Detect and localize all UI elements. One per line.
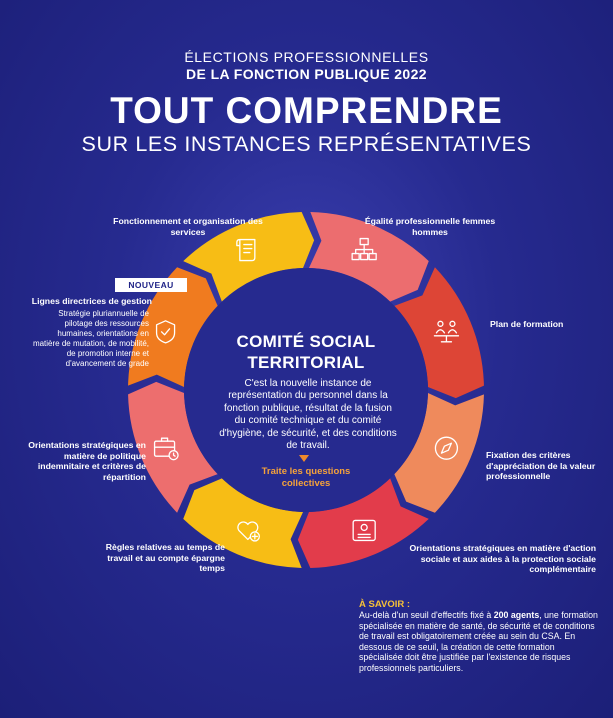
compass-icon: [434, 436, 459, 460]
a-savoir-highlight: 200 agents: [493, 610, 540, 620]
heart-plus-icon: [237, 521, 260, 542]
page-subtitle: SUR LES INSTANCES REPRÉSENTATIVES: [81, 132, 532, 156]
org-chart-icon: [351, 237, 377, 261]
a-savoir-title: À SAVOIR :: [359, 599, 411, 610]
ring-segment-2: [394, 267, 484, 399]
label-fonctionnement: Fonctionnement et organisation des servi…: [113, 216, 263, 237]
equality-scale-icon: [433, 320, 460, 343]
ring-segment-8: [183, 212, 315, 302]
down-arrow-icon: [299, 455, 309, 462]
a-savoir-text: Au-delà d'un seuil d'effectifs fixé à 20…: [359, 610, 599, 674]
ring-segment-5: [183, 478, 304, 568]
a-savoir-box: À SAVOIR : Au-delà d'un seuil d'effectif…: [359, 599, 599, 674]
scroll-document-icon: [236, 238, 256, 262]
header-line2: DE LA FONCTION PUBLIQUE 2022: [186, 66, 427, 82]
label-fixation: Fixation des critères d'appréciation de …: [486, 450, 596, 482]
label-politique-indemnitaire: Orientations stratégiques en matière de …: [28, 440, 146, 482]
label-action-sociale: Orientations stratégiques en matière d'a…: [409, 543, 596, 575]
center-title: COMITÉ SOCIAL TERRITORIAL: [230, 331, 382, 373]
label-lignes-directrices: Lignes directrices de gestion: [31, 296, 152, 306]
ring-segment-3: [394, 392, 484, 513]
a-savoir-text-part1: Au-delà d'un seuil d'effectifs fixé à: [359, 610, 494, 620]
center-title-line2: TERRITORIAL: [247, 353, 365, 372]
ring-segment-7: [128, 267, 218, 388]
label-lignes-directrices-detail: Stratégie pluriannuelle de pilotage des …: [32, 309, 149, 368]
label-egalite: Égalité professionnelle femmes hommes: [364, 216, 496, 237]
label-plan-formation: Plan de formation: [490, 319, 564, 329]
center-tag: Traite les questions collectives: [261, 466, 351, 489]
ring-segment-4: [297, 478, 429, 568]
shield-check-icon: [155, 320, 176, 344]
nouveau-badge: NOUVEAU: [115, 278, 187, 292]
evaluation-card-icon: [352, 519, 376, 542]
briefcase-clock-icon: [153, 437, 179, 461]
center-description: C'est la nouvelle instance de représenta…: [219, 378, 397, 452]
center-disc: [184, 268, 428, 512]
header-line1: ÉLECTIONS PROFESSIONNELLES: [184, 49, 429, 65]
page-title: TOUT COMPRENDRE: [110, 90, 503, 131]
center-title-line1: COMITÉ SOCIAL: [236, 332, 376, 351]
a-savoir-text-part2: , une formation spécialisée en matière d…: [359, 610, 598, 673]
label-temps-travail: Règles relatives au temps de travail et …: [105, 542, 225, 574]
